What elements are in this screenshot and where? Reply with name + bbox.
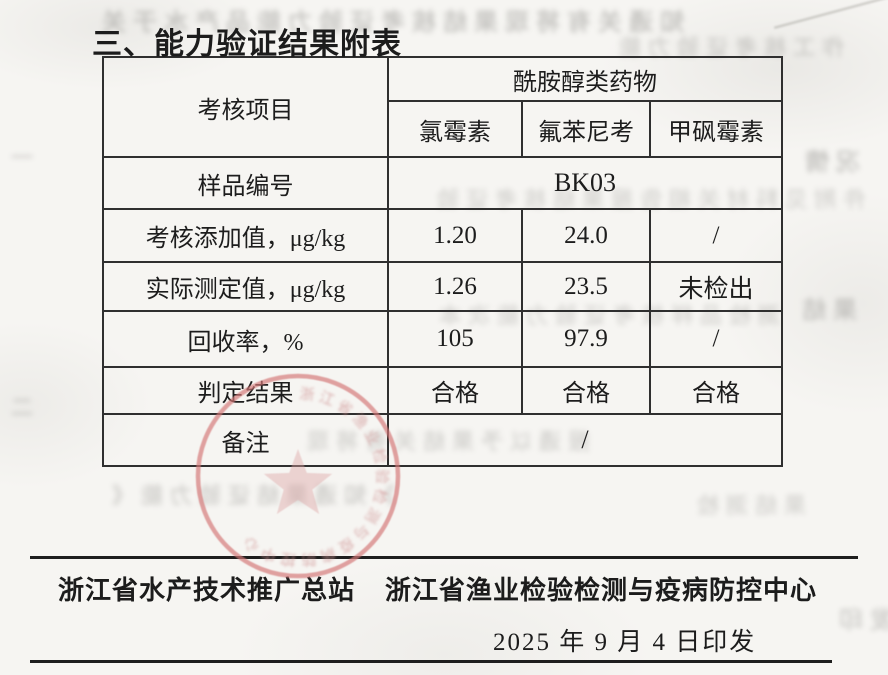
header-drug-chloramphenicol: 氯霉素 (387, 100, 523, 158)
bleedthrough-strip: 果结测检 (690, 493, 807, 518)
row-label-judgement: 判定结果 (102, 366, 389, 415)
bleedthrough-strip: 果结 (795, 298, 857, 324)
remarks-value: / (387, 413, 783, 467)
cell-value: 97.9 (521, 310, 651, 368)
cell-value: 23.5 (521, 261, 651, 312)
row-label-remarks: 备注 (102, 413, 389, 467)
scan-crease-line (773, 0, 888, 29)
header-item-column: 考核项目 (102, 56, 389, 158)
section-title: 三、能力验证结果附表 (92, 27, 402, 62)
cell-value: 24.0 (521, 208, 651, 263)
footer-top-rule (30, 556, 858, 559)
header-drug-florfenicol: 氟苯尼考 (521, 100, 651, 158)
bleedthrough-strip: 》知通果结证验力能《 (105, 483, 396, 508)
table-row: 回收率，% 105 97.9 / (102, 310, 783, 368)
cell-value: 1.20 (387, 208, 523, 263)
bleedthrough-strip: 二 (4, 395, 34, 420)
proficiency-results-table: 考核项目 酰胺醇类药物 氯霉素 氟苯尼考 甲砜霉素 样品编号 BK03 考核添加… (102, 56, 783, 467)
table-row: 备注 / (102, 413, 783, 467)
header-drug-group: 酰胺醇类药物 (387, 56, 783, 102)
bleedthrough-strip: 况情 (798, 150, 860, 176)
issuing-organizations: 浙江省水产技术推广总站 浙江省渔业检验检测与疫病防控中心 (58, 570, 817, 607)
table-row: 判定结果 合格 合格 合格 (102, 366, 783, 415)
cell-value: 105 (387, 310, 523, 368)
sample-number-value: BK03 (387, 156, 783, 210)
cell-value: / (649, 310, 783, 368)
row-label-sample-number: 样品编号 (102, 156, 389, 210)
cell-value: 未检出 (649, 261, 783, 312)
bleedthrough-strip: 发印 (832, 608, 888, 634)
cell-value: 合格 (649, 366, 783, 415)
cell-value: / (649, 208, 783, 263)
cell-value: 合格 (521, 366, 651, 415)
row-label-measured-value: 实际测定值，μg/kg (102, 261, 389, 312)
table-row: 实际测定值，μg/kg 1.26 23.5 未检出 (102, 261, 783, 312)
row-label-recovery-rate: 回收率，% (102, 310, 389, 368)
table-row: 样品编号 BK03 (102, 156, 783, 210)
cell-value: 1.26 (387, 261, 523, 312)
bleedthrough-strip: 一 (4, 145, 34, 170)
table-row: 考核添加值，μg/kg 1.20 24.0 / (102, 208, 783, 263)
org-right: 浙江省渔业检验检测与疫病防控中心 (385, 576, 818, 605)
header-drug-thiamphenicol: 甲砜霉素 (649, 100, 783, 158)
footer-bottom-rule (30, 660, 832, 663)
org-left: 浙江省水产技术推广总站 (58, 576, 356, 605)
issue-date: 2025 年 9 月 4 日印发 (493, 629, 757, 656)
cell-value: 合格 (387, 366, 523, 415)
row-label-assigned-value: 考核添加值，μg/kg (102, 208, 389, 263)
